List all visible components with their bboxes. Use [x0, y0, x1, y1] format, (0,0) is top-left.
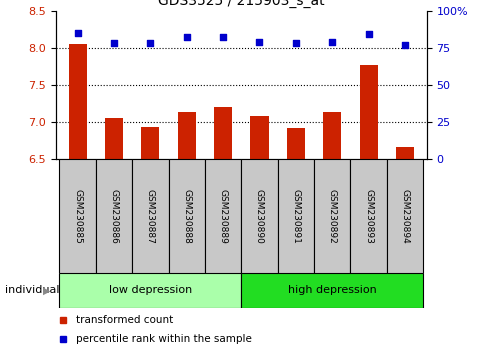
Point — [74, 30, 81, 36]
Point — [219, 35, 227, 40]
Bar — [59, 159, 95, 273]
Text: GSM230886: GSM230886 — [109, 188, 118, 244]
Point — [110, 40, 118, 46]
Point — [146, 40, 154, 46]
Bar — [241, 273, 422, 308]
Bar — [177, 113, 196, 159]
Bar — [322, 113, 341, 159]
Point — [291, 40, 299, 46]
Text: low depression: low depression — [108, 285, 192, 295]
Text: GSM230888: GSM230888 — [182, 188, 191, 244]
Text: transformed count: transformed count — [76, 315, 173, 325]
Bar — [359, 65, 377, 159]
Bar — [241, 159, 277, 273]
Bar — [105, 118, 123, 159]
Bar — [349, 159, 386, 273]
Bar — [213, 107, 232, 159]
Text: high depression: high depression — [287, 285, 376, 295]
Text: GSM230894: GSM230894 — [400, 189, 408, 243]
Bar — [141, 127, 159, 159]
Point — [364, 32, 372, 37]
Bar — [59, 273, 241, 308]
Point — [328, 39, 335, 45]
Bar — [68, 44, 87, 159]
Bar — [277, 159, 314, 273]
Text: GSM230892: GSM230892 — [327, 189, 336, 243]
Text: GSM230893: GSM230893 — [363, 188, 372, 244]
Bar — [395, 147, 413, 159]
Point — [255, 39, 263, 45]
Text: individual: individual — [5, 285, 59, 295]
Text: GSM230890: GSM230890 — [255, 188, 263, 244]
Text: GSM230887: GSM230887 — [146, 188, 154, 244]
Text: GSM230891: GSM230891 — [291, 188, 300, 244]
Point — [182, 35, 190, 40]
Text: GSM230889: GSM230889 — [218, 188, 227, 244]
Bar — [386, 159, 422, 273]
Bar — [250, 116, 268, 159]
Bar — [168, 159, 204, 273]
Point — [400, 42, 408, 48]
Bar — [95, 159, 132, 273]
Bar — [286, 128, 304, 159]
Text: ▶: ▶ — [44, 285, 51, 295]
Text: GSM230885: GSM230885 — [73, 188, 82, 244]
Title: GDS3525 / 215903_s_at: GDS3525 / 215903_s_at — [158, 0, 324, 8]
Bar — [314, 159, 349, 273]
Bar — [132, 159, 168, 273]
Text: percentile rank within the sample: percentile rank within the sample — [76, 333, 252, 344]
Bar — [204, 159, 241, 273]
